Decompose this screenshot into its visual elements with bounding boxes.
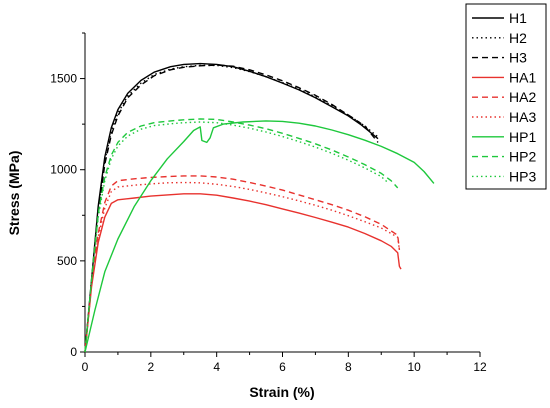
- legend-label-h3: H3: [509, 50, 527, 66]
- series-line-h3: [84, 64, 379, 353]
- y-ticks: 0 500 1000 1500: [50, 32, 85, 359]
- legend: H1 H2 H3 HA1 HA2 HA3 HP1 HP2 HP3: [465, 3, 547, 190]
- y-axis-title: Stress (MPa): [6, 151, 22, 236]
- legend-label-h2: H2: [509, 30, 527, 46]
- x-tick-label: 10: [407, 360, 421, 374]
- legend-label-ha3: HA3: [509, 109, 536, 125]
- x-tick-label: 12: [473, 360, 487, 374]
- y-tick-label: 500: [57, 254, 77, 268]
- legend-label-ha2: HA2: [509, 89, 536, 105]
- y-tick-label: 0: [70, 345, 77, 359]
- x-tick-label: 2: [147, 360, 154, 374]
- legend-label-h1: H1: [509, 10, 527, 26]
- x-ticks: 0 2 4 6 8 10 12: [82, 352, 487, 374]
- legend-label-hp1: HP1: [509, 129, 536, 145]
- legend-label-hp2: HP2: [509, 149, 536, 165]
- legend-label-ha1: HA1: [509, 69, 536, 85]
- y-tick-label: 1500: [50, 72, 77, 86]
- series-line-ha2: [84, 175, 401, 353]
- x-tick-label: 4: [213, 360, 220, 374]
- series-line-ha3: [84, 181, 401, 353]
- series-layer: [84, 62, 435, 353]
- series-line-hp2: [84, 118, 399, 353]
- legend-label-hp3: HP3: [509, 168, 536, 184]
- legend-box: [465, 3, 547, 190]
- series-line-h1: [84, 62, 379, 353]
- x-tick-label: 8: [345, 360, 352, 374]
- x-axis-title: Strain (%): [249, 384, 314, 400]
- series-line-hp1: [84, 120, 435, 353]
- series-line-ha1: [84, 193, 402, 353]
- x-tick-label: 0: [82, 360, 89, 374]
- y-tick-label: 1000: [50, 163, 77, 177]
- x-tick-label: 6: [279, 360, 286, 374]
- series-line-hp3: [84, 121, 389, 353]
